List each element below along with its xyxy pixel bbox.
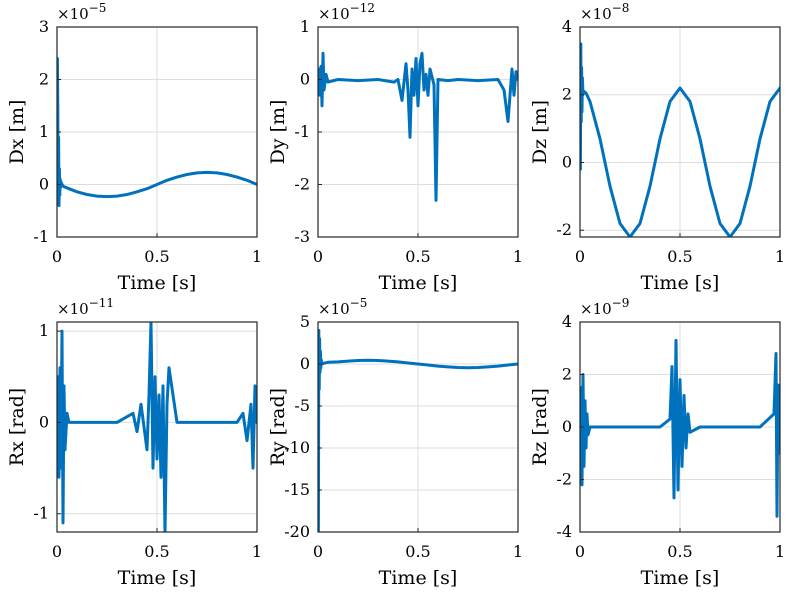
y-tick-label: -5 bbox=[294, 396, 310, 415]
y-tick-label: -1 bbox=[33, 227, 49, 246]
x-tick-label: 0.5 bbox=[405, 247, 430, 266]
series-line-dx bbox=[57, 57, 257, 207]
x-tick-label: 1 bbox=[513, 247, 523, 266]
y-tick-label: 1 bbox=[39, 321, 49, 340]
y-exponent-power: −8 bbox=[612, 1, 630, 15]
y-tick-label: 3 bbox=[39, 17, 49, 36]
y-tick-label: 2 bbox=[562, 85, 572, 104]
y-axis-label: Ry [rad] bbox=[267, 388, 289, 466]
y-exponent-label: ×10−8 bbox=[580, 1, 629, 23]
x-tick-label: 0 bbox=[313, 247, 323, 266]
x-tick-label: 1 bbox=[252, 542, 262, 561]
series-line-ry bbox=[318, 328, 518, 532]
x-tick-label: 0.5 bbox=[405, 542, 430, 561]
y-tick-label: -10 bbox=[284, 438, 310, 457]
y-tick-label: 0 bbox=[300, 354, 310, 373]
subplot-dy: 0 0.5 1 -3 -2 -1 0 1 Time [s] Dy [m] ×10−12 bbox=[267, 1, 523, 294]
y-exponent-power: −11 bbox=[89, 296, 114, 310]
y-axis-label: Dx [m] bbox=[6, 100, 28, 165]
x-tick-label: 1 bbox=[252, 247, 262, 266]
y-axis-label: Dy [m] bbox=[267, 100, 289, 165]
subplot-ry: 0 0.5 1 -20 -15 -10 -5 0 5 Time [s] Ry [rad] ×10−5 bbox=[267, 296, 523, 589]
x-tick-label: 0 bbox=[575, 542, 585, 561]
y-tick-label: 4 bbox=[562, 312, 572, 331]
y-exponent-power: −12 bbox=[350, 1, 375, 15]
x-axis-label: Time [s] bbox=[118, 272, 197, 294]
y-tick-label: 5 bbox=[300, 312, 310, 331]
y-tick-label: 0 bbox=[39, 175, 49, 194]
y-exponent-power: −5 bbox=[89, 1, 107, 15]
y-exponent-label: ×10−5 bbox=[318, 296, 367, 318]
x-tick-label: 1 bbox=[775, 542, 785, 561]
y-axis-label: Rz [rad] bbox=[529, 388, 551, 466]
x-tick-label: 0.5 bbox=[144, 247, 169, 266]
series-line-rz bbox=[580, 338, 780, 518]
y-tick-label: -1 bbox=[33, 504, 49, 523]
y-tick-label: -2 bbox=[294, 175, 310, 194]
series-line-dz bbox=[580, 42, 780, 237]
y-tick-label: 0 bbox=[562, 417, 572, 436]
y-exponent-label: ×10−12 bbox=[318, 1, 375, 23]
series-line-rx bbox=[57, 322, 257, 532]
y-exponent-power: −9 bbox=[612, 296, 630, 310]
x-axis-label: Time [s] bbox=[379, 567, 458, 589]
y-tick-label: 1 bbox=[300, 17, 310, 36]
y-tick-label: 1 bbox=[39, 122, 49, 141]
y-tick-label: -2 bbox=[556, 220, 572, 239]
y-axis-label: Dz [m] bbox=[529, 100, 551, 164]
x-tick-label: 1 bbox=[513, 542, 523, 561]
y-exponent-label: ×10−11 bbox=[57, 296, 114, 318]
y-tick-label: -4 bbox=[556, 522, 572, 541]
subplot-rz: 0 0.5 1 -4 -2 0 2 4 Time [s] Rz [rad] ×10−9 bbox=[529, 296, 785, 589]
y-axis-label: Rx [rad] bbox=[6, 388, 28, 466]
y-exponent-label: ×10−9 bbox=[580, 296, 629, 318]
y-tick-label: 0 bbox=[562, 152, 572, 171]
x-tick-label: 0 bbox=[52, 247, 62, 266]
y-tick-label: -1 bbox=[294, 122, 310, 141]
y-tick-label: -3 bbox=[294, 227, 310, 246]
y-tick-label: 2 bbox=[39, 70, 49, 89]
x-tick-label: 0 bbox=[313, 542, 323, 561]
y-exponent-label: ×10−5 bbox=[57, 1, 106, 23]
y-tick-label: 0 bbox=[300, 70, 310, 89]
x-axis-label: Time [s] bbox=[379, 272, 458, 294]
x-tick-label: 0.5 bbox=[667, 542, 692, 561]
x-tick-label: 1 bbox=[775, 247, 785, 266]
y-tick-label: -15 bbox=[284, 480, 310, 499]
x-axis-label: Time [s] bbox=[641, 272, 720, 294]
series-line-dy bbox=[318, 51, 518, 202]
y-tick-label: -2 bbox=[556, 470, 572, 489]
x-tick-label: 0.5 bbox=[667, 247, 692, 266]
x-tick-label: 0 bbox=[52, 542, 62, 561]
x-axis-label: Time [s] bbox=[118, 567, 197, 589]
x-axis-label: Time [s] bbox=[641, 567, 720, 589]
x-tick-label: 0.5 bbox=[144, 542, 169, 561]
y-exponent-power: −5 bbox=[350, 296, 368, 310]
y-tick-label: 4 bbox=[562, 17, 572, 36]
y-tick-label: 2 bbox=[562, 365, 572, 384]
y-tick-label: 0 bbox=[39, 412, 49, 431]
y-tick-label: -20 bbox=[284, 522, 310, 541]
x-tick-label: 0 bbox=[575, 247, 585, 266]
